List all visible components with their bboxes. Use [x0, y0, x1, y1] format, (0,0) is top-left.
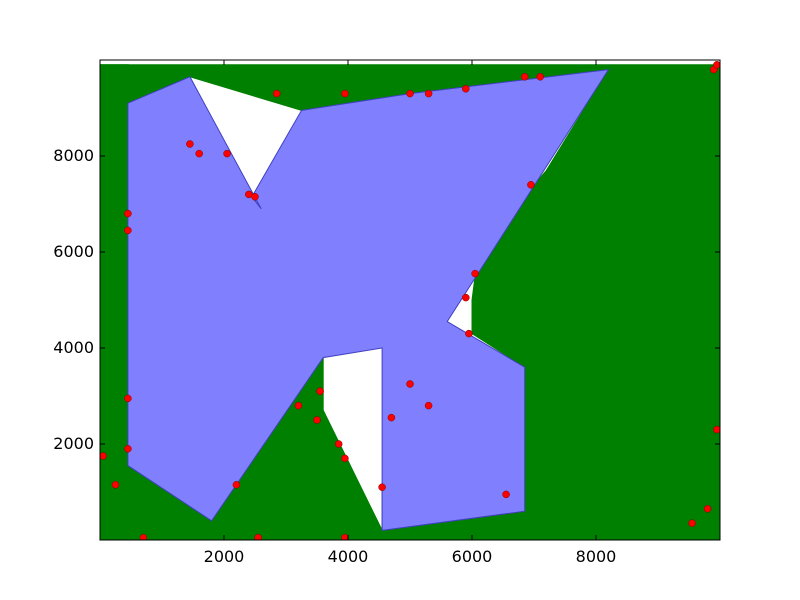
x-tick-label: 6000 [452, 547, 493, 566]
data-point-20 [713, 61, 720, 69]
data-point-36 [254, 533, 262, 540]
data-point-40 [713, 425, 720, 434]
data-point-13 [341, 89, 349, 98]
data-point-11 [251, 193, 259, 201]
points-layer [100, 61, 720, 540]
data-point-18 [536, 73, 544, 81]
data-point-8 [195, 149, 203, 158]
free-space-polygon [127, 68, 610, 531]
data-point-34 [424, 401, 433, 410]
data-point-28 [313, 416, 321, 424]
data-point-23 [462, 293, 470, 302]
axis-ticks: 2000 4000 6000 8000 2000 4000 6000 8000 [53, 60, 720, 566]
data-point-3 [124, 445, 132, 453]
data-point-21 [527, 181, 535, 189]
data-point-10 [245, 190, 253, 199]
data-point-25 [232, 481, 241, 489]
free-space-layer [127, 68, 610, 531]
data-point-31 [378, 483, 386, 491]
data-point-5 [124, 226, 132, 235]
data-point-7 [186, 140, 194, 148]
data-point-16 [462, 85, 470, 93]
x-tick-label: 2000 [204, 547, 245, 566]
data-point-1 [111, 481, 120, 489]
data-point-29 [334, 440, 343, 448]
data-point-26 [294, 401, 303, 410]
y-tick-label: 8000 [53, 146, 94, 165]
data-point-24 [465, 329, 473, 338]
y-tick-label: 2000 [53, 434, 94, 453]
x-tick-label: 4000 [328, 547, 369, 566]
y-tick-label: 4000 [53, 338, 94, 357]
data-point-39 [703, 505, 712, 513]
data-point-2 [100, 452, 107, 460]
data-point-15 [424, 89, 433, 98]
data-point-38 [688, 519, 696, 527]
data-point-6 [124, 209, 132, 218]
data-point-35 [502, 490, 510, 499]
data-point-32 [387, 413, 396, 422]
data-point-14 [406, 89, 414, 98]
edge-region-center-spike-left [210, 405, 383, 531]
data-point-33 [406, 380, 414, 388]
plot-frame [99, 59, 721, 541]
y-tick-label: 6000 [53, 242, 94, 261]
data-point-4 [124, 394, 132, 403]
x-tick-label: 8000 [576, 547, 617, 566]
data-point-0 [139, 533, 148, 540]
data-point-17 [520, 73, 529, 81]
data-point-12 [272, 89, 281, 98]
data-point-9 [223, 149, 231, 158]
data-point-30 [341, 454, 349, 463]
data-point-22 [471, 269, 479, 278]
data-point-27 [316, 387, 324, 395]
